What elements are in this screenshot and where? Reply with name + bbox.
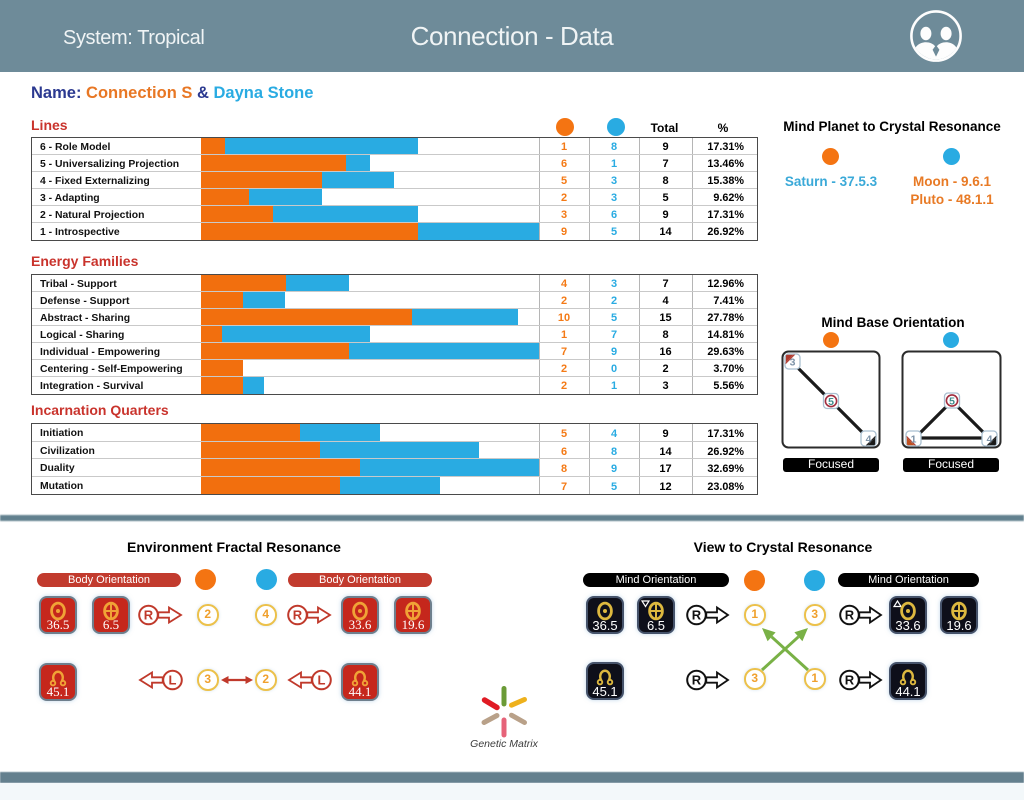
svg-text:R: R: [692, 673, 702, 688]
svg-text:4: 4: [987, 433, 993, 445]
svg-text:3: 3: [790, 356, 796, 368]
svg-text:5: 5: [828, 396, 834, 408]
svg-text:R: R: [293, 608, 303, 623]
svg-text:L: L: [318, 673, 326, 688]
svg-text:5: 5: [949, 395, 955, 407]
svg-text:1: 1: [911, 433, 917, 445]
svg-text:L: L: [169, 673, 177, 688]
svg-text:R: R: [692, 608, 702, 623]
svg-text:R: R: [144, 608, 154, 623]
svg-text:Genetic Matrix: Genetic Matrix: [470, 738, 538, 750]
svg-text:R: R: [845, 673, 855, 688]
svg-text:4: 4: [866, 433, 872, 445]
svg-text:R: R: [845, 608, 855, 623]
